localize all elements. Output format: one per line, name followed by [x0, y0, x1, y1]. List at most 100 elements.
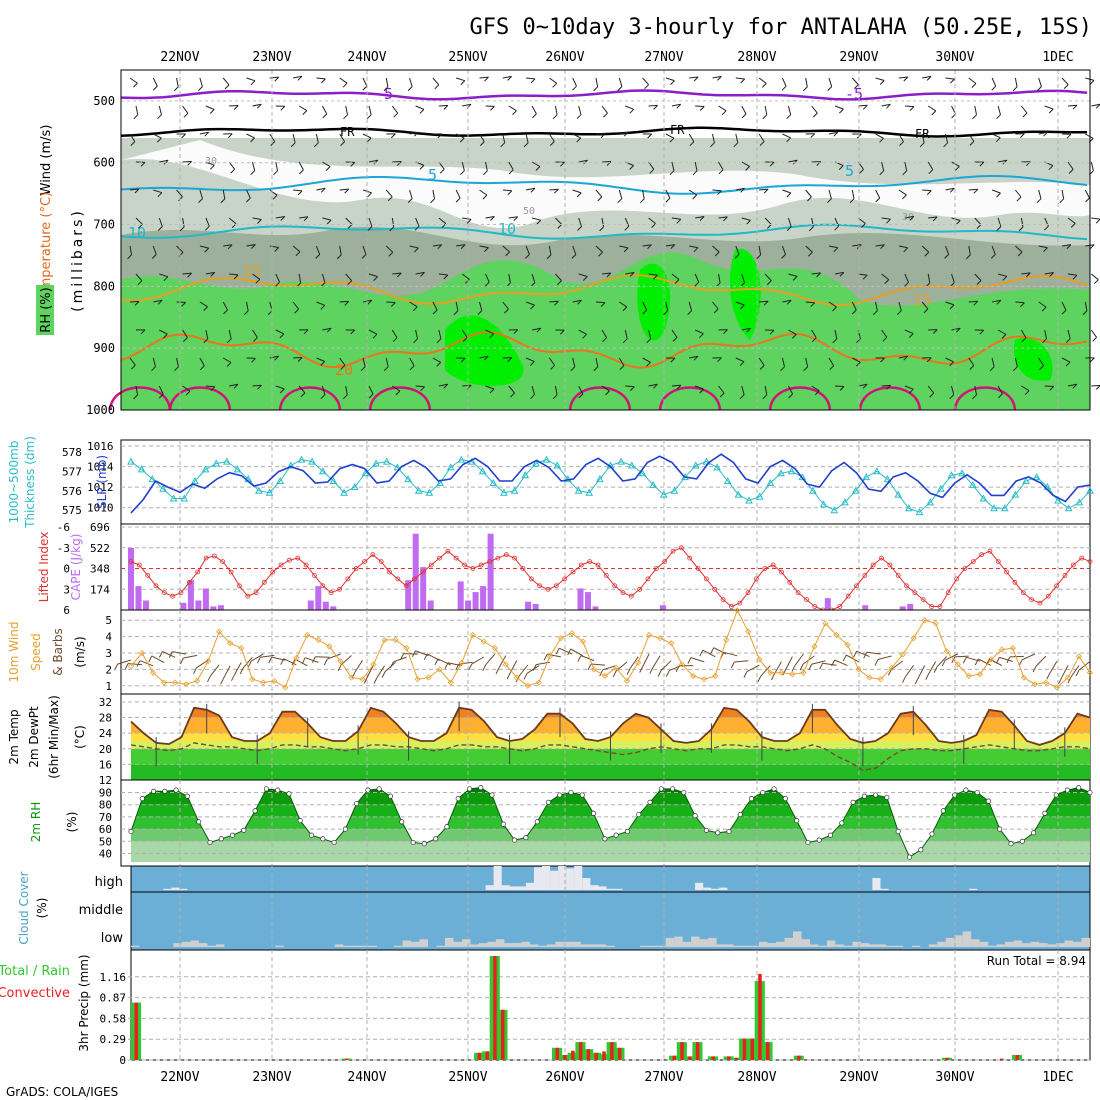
upper-wind-barb — [485, 385, 495, 390]
upper-wind-barb-flag — [576, 192, 582, 198]
cloud-high-bar — [880, 888, 889, 890]
contour-label-15: 15 — [913, 291, 931, 309]
wind-barb — [327, 653, 341, 660]
upper-wind-barb — [502, 133, 506, 143]
upper-wind-barb-flag — [653, 383, 658, 389]
wind-speed-tick: 2 — [105, 663, 112, 676]
wind-barb-flag — [423, 653, 428, 661]
upper-wind-barb-flag — [769, 329, 775, 335]
cloud-low-bar — [767, 943, 776, 947]
wind-barb-flag — [351, 671, 356, 679]
date-label-bottom: 29NOV — [839, 1070, 878, 1085]
cape-bar — [217, 605, 224, 610]
upper-wind-barb — [759, 188, 769, 191]
upper-wind-barb-flag — [896, 310, 902, 316]
upper-wind-barb — [205, 329, 209, 339]
wind-speed-point — [1020, 674, 1027, 681]
upper-wind-barb-flag — [1039, 365, 1044, 370]
wind-barb — [1035, 655, 1047, 667]
upper-wind-barb — [531, 217, 541, 221]
upper-wind-barb-flag — [226, 338, 232, 344]
slp-label-thickness-range: 1000~500mb — [7, 441, 21, 524]
upper-wind-barb — [648, 217, 656, 224]
contour-label-15: 15 — [243, 262, 261, 280]
upper-wind-barb — [997, 217, 1002, 227]
upper-wind-barb-flag — [699, 388, 704, 394]
upper-wind-barb — [852, 357, 861, 363]
upper-wind-barb — [549, 77, 557, 84]
rh2m-point — [794, 818, 800, 824]
upper-wind-barb-flag — [1085, 197, 1090, 203]
wind-barb — [989, 658, 1003, 666]
upper-wind-barb — [456, 244, 466, 247]
upper-wind-barb-flag — [600, 133, 606, 139]
wind-barb — [223, 665, 231, 679]
cape-bar — [405, 580, 412, 610]
upper-wind-barb — [455, 189, 461, 199]
wind-barb-flag — [114, 663, 119, 671]
upper-wind-barb-flag — [152, 85, 158, 91]
upper-wind-barb — [741, 327, 751, 331]
lifted-index-point — [570, 569, 576, 575]
lifted-index-point — [378, 559, 384, 564]
wind-barb-flag — [389, 661, 394, 669]
wind-barb-flag — [665, 670, 670, 677]
wind-barb-flag — [1046, 672, 1051, 680]
upper-wind-barb-flag — [137, 280, 143, 286]
upper-wind-barb-flag — [361, 254, 367, 259]
wind-barb — [834, 659, 848, 667]
upper-wind-barb — [531, 327, 542, 331]
upper-wind-barb — [858, 273, 868, 276]
upper-wind-barb-flag — [367, 192, 372, 198]
upper-wind-barb-flag — [723, 216, 728, 222]
upper-wind-barb-flag — [187, 272, 192, 278]
lifted-index-point — [145, 573, 151, 578]
lifted-index-point — [970, 559, 976, 564]
cloud-low-bar — [1081, 937, 1090, 947]
upper-wind-barb-flag — [342, 82, 348, 88]
thickness-point — [223, 457, 231, 465]
wind-barb — [376, 665, 385, 678]
cloud-low-bar — [928, 944, 938, 947]
cloud-low-bar — [606, 945, 615, 947]
upper-wind-barb-flag — [489, 388, 495, 394]
upper-wind-barb-flag — [816, 161, 822, 166]
contour-25 — [278, 386, 342, 411]
rh-tick: 40 — [99, 847, 112, 860]
upper-wind-barb — [199, 131, 209, 135]
upper-wind-barb-flag — [243, 310, 249, 316]
upper-wind-barb — [881, 329, 888, 338]
lifted-index-point — [462, 562, 468, 568]
precip-convective-bar — [477, 1052, 482, 1060]
upper-wind-barb-flag — [1020, 133, 1025, 138]
upper-wind-barb — [601, 161, 612, 163]
upper-wind-barb — [432, 244, 442, 247]
temp2m-label-4: (°C) — [73, 725, 87, 749]
upper-wind-barb — [1021, 385, 1030, 392]
cape-label-lifted-index: Lifted Index — [37, 532, 51, 603]
upper-wind-barb — [875, 77, 885, 81]
wind-barb-flag — [411, 650, 416, 658]
cloud-low-bar — [462, 939, 471, 947]
cloud-low-bar — [411, 941, 420, 947]
cloud-low-bar — [682, 941, 692, 947]
upper-wind-barb — [292, 133, 296, 143]
upper-wind-barb-flag — [972, 394, 977, 400]
wind-barb-flag — [974, 658, 979, 666]
upper-wind-barb-flag — [255, 278, 261, 284]
upper-wind-barb-flag — [414, 225, 420, 231]
upper-wind-barb-flag — [157, 114, 162, 120]
slp-line — [130, 453, 1091, 514]
upper-wind-barb — [1038, 301, 1047, 308]
cape-bar — [210, 606, 217, 610]
temp-tick: 16 — [99, 758, 112, 771]
upper-wind-barb-flag — [653, 274, 658, 280]
lifted-index-point — [278, 562, 284, 568]
thickness-point — [638, 469, 647, 477]
upper-wind-barb — [712, 75, 722, 79]
upper-wind-barb — [462, 103, 472, 107]
upper-wind-barb-flag — [347, 280, 353, 286]
upper-wind-barb — [671, 329, 678, 338]
upper-wind-barb-flag — [1044, 225, 1049, 231]
upper-wind-barb — [252, 273, 261, 280]
